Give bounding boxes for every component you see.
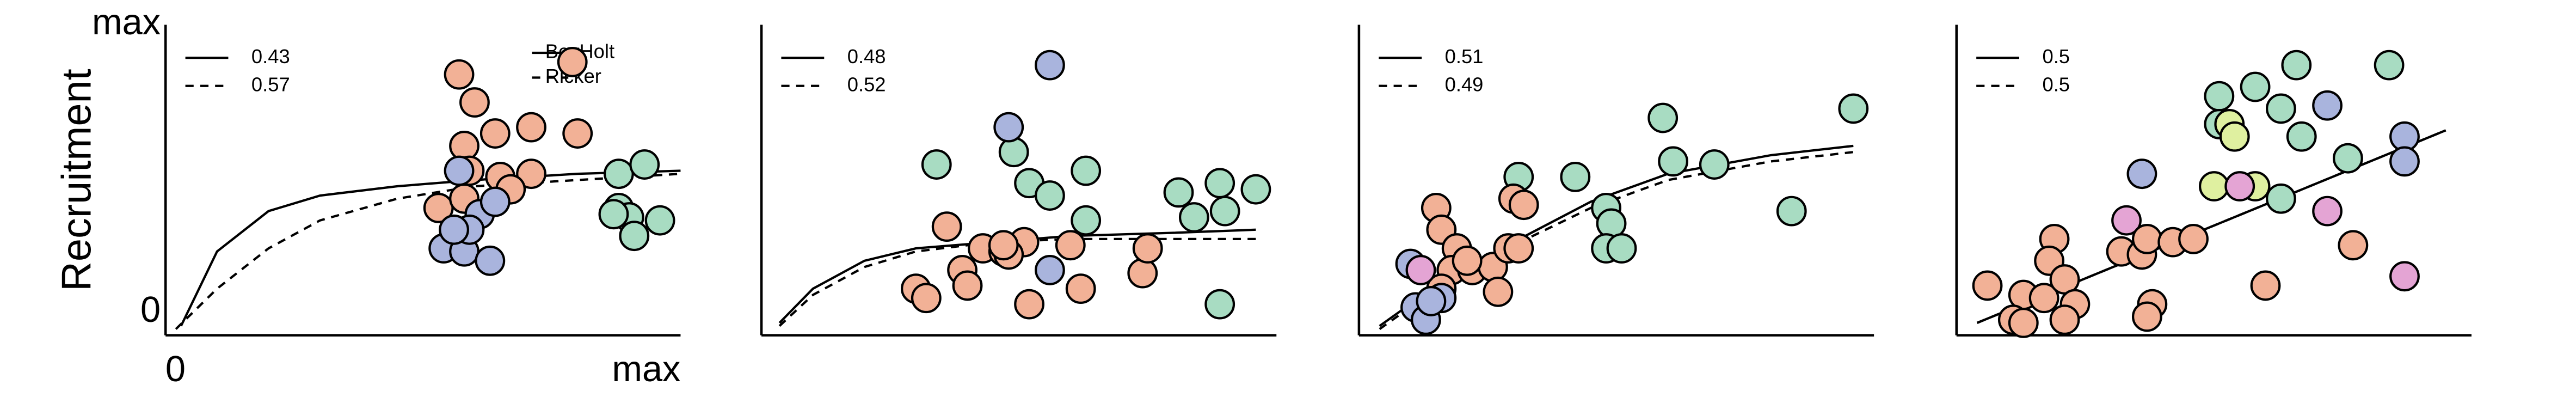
scatter-point: [1132, 233, 1163, 264]
scatter-point: [1071, 205, 1102, 236]
fit-curve: [1379, 151, 1854, 330]
scatter-point: [2178, 224, 2209, 254]
scatter-point: [619, 221, 650, 252]
legend-weight: 0.43: [251, 45, 290, 68]
scatter-point: [562, 118, 593, 149]
scatter-point: [931, 211, 962, 242]
x-tick-label: max: [612, 349, 680, 389]
scatter-point: [911, 283, 942, 314]
scatter-point: [479, 186, 511, 217]
scatter-point: [1204, 289, 1235, 320]
scatter-point: [2028, 283, 2059, 314]
scatter-point: [998, 137, 1029, 168]
scatter-point: [1035, 255, 1065, 285]
scatter-point: [2131, 301, 2162, 332]
scatter-point: [1240, 174, 1271, 205]
scatter-point: [2224, 171, 2255, 202]
scatter-point: [1127, 258, 1158, 289]
scatter-point: [1972, 270, 2003, 301]
legend-weight: 0.49: [1445, 73, 1484, 95]
scatter-point: [2389, 146, 2420, 177]
scatter-point: [1560, 161, 1591, 192]
scatter-point: [644, 205, 675, 236]
scatter-point: [1503, 233, 1534, 264]
scatter-point: [475, 245, 506, 276]
fit-curve: [778, 228, 1256, 324]
scatter-point: [603, 158, 634, 190]
scatter-point: [1405, 255, 1436, 285]
scatter-point: [2389, 261, 2420, 292]
x-tick-label: 0: [165, 349, 186, 389]
scatter-point: [598, 199, 629, 230]
y-axis-label: Recruitment: [54, 69, 100, 291]
scatter-point: [459, 87, 490, 118]
scatter-point: [1071, 155, 1102, 186]
y-tick-label: max: [92, 2, 161, 42]
scatter-point: [2266, 183, 2296, 214]
scatter-point: [516, 112, 546, 143]
scatter-point: [2281, 50, 2312, 81]
scatter-point: [1838, 93, 1869, 124]
scatter-point: [1055, 230, 1086, 261]
scatter-point: [516, 158, 546, 190]
scatter-point: [1035, 50, 1065, 81]
fit-curve: [180, 169, 681, 327]
scatter-point: [1776, 196, 1807, 227]
scatter-point: [1209, 196, 1240, 227]
legend-weight: 0.52: [847, 73, 886, 95]
fit-curve: [1976, 129, 2446, 324]
scatter-point: [1483, 276, 1514, 307]
scatter-point: [988, 230, 1019, 261]
scatter-point: [2219, 121, 2250, 152]
scatter-point: [1065, 273, 1096, 304]
scatter-point: [449, 130, 479, 161]
scatter-point: [2312, 90, 2343, 121]
scatter-point: [1452, 245, 1483, 276]
scatter-point: [2204, 81, 2235, 112]
scatter-point: [439, 214, 469, 245]
scatter-point: [2333, 143, 2363, 174]
scatter-point: [2374, 50, 2405, 81]
legend-weight: 0.48: [847, 45, 886, 68]
scatter-point: [2266, 93, 2296, 124]
scatter-point: [444, 59, 475, 90]
scatter-point: [479, 118, 511, 149]
legend-weight: 0.57: [251, 73, 290, 95]
scatter-point: [2111, 205, 2142, 236]
scatter-point: [993, 112, 1024, 143]
scatter-point: [2131, 224, 2162, 254]
scatter-point: [2286, 121, 2317, 152]
scatter-point: [1606, 233, 1637, 264]
scatter-point: [1178, 202, 1209, 233]
scatter-point: [1658, 146, 1689, 177]
scatter-point: [952, 270, 983, 301]
scatter-point: [2250, 270, 2281, 301]
scatter-point: [557, 47, 588, 77]
scatter-point: [1163, 177, 1194, 208]
scatter-point: [2049, 304, 2080, 335]
legend-weight: 0.5: [2042, 73, 2070, 95]
scatter-point: [444, 155, 475, 186]
scatter-point: [1699, 149, 1730, 180]
scatter-point: [1035, 180, 1065, 211]
scatter-point: [2312, 196, 2343, 227]
scatter-point: [629, 149, 660, 180]
scatter-point: [2338, 230, 2369, 261]
scatter-point: [2198, 171, 2229, 202]
scatter-point: [2008, 307, 2039, 338]
scatter-point: [1508, 190, 1539, 221]
scatter-point: [1416, 286, 1447, 316]
scatter-point: [921, 149, 952, 180]
legend-weight: 0.51: [1445, 45, 1484, 68]
scatter-point: [1204, 168, 1235, 199]
scatter-point: [2240, 71, 2271, 102]
legend-weight: 0.5: [2042, 45, 2070, 68]
scatter-point: [2126, 158, 2157, 190]
y-tick-label: 0: [140, 290, 161, 330]
scatter-point: [1647, 102, 1679, 133]
scatter-point: [1014, 289, 1044, 320]
fit-curve: [778, 237, 1256, 327]
